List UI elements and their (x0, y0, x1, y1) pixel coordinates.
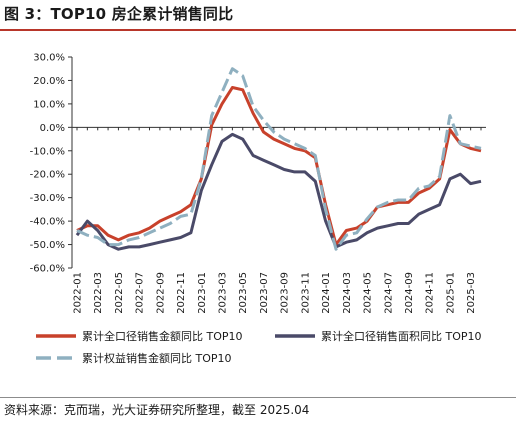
x-tick-label: 2022-11 (176, 272, 187, 314)
y-tick-label: -10.0% (30, 146, 65, 157)
x-tick-label: 2022-03 (93, 272, 104, 314)
y-tick-label: 10.0% (33, 99, 65, 110)
x-tick-label: 2022-07 (135, 272, 146, 314)
series-line-3 (76, 67, 482, 251)
x-tick-label: 2022-05 (114, 272, 125, 314)
x-tick-label: 2024-03 (342, 272, 353, 314)
x-tick-label: 2023-07 (259, 272, 270, 314)
y-tick-label: -30.0% (30, 193, 65, 204)
y-tick-label: 20.0% (33, 76, 65, 87)
series-line-2 (75, 132, 482, 251)
y-tick-label: -20.0% (30, 170, 65, 181)
y-axis: 30.0% 20.0% 10.0% 0.0% -10.0% -20.0% -30.0% -40… (30, 53, 73, 275)
x-tick-label: 2022-09 (155, 272, 166, 314)
source-note: 资料来源：克而瑞，光大证券研究所整理，截至 2025.04 (4, 403, 310, 417)
x-tick-label: 2024-05 (363, 272, 374, 314)
series-line-1 (76, 86, 482, 247)
y-tick-label: -60.0% (30, 264, 65, 275)
x-tick-label: 2023-11 (300, 272, 311, 314)
series-layer (75, 67, 482, 251)
x-tick-label: 2025-03 (466, 272, 477, 314)
x-tick-label: 2022-01 (73, 272, 84, 314)
x-tick-label: 2024-01 (321, 272, 332, 314)
x-tick-label: 2023-03 (218, 272, 229, 314)
x-tick-label: 2023-09 (280, 272, 291, 314)
y-tick-label: 30.0% (33, 53, 65, 64)
x-tick-label: 2023-05 (238, 272, 249, 314)
y-tick-label: 0.0% (40, 123, 65, 134)
legend-label-3: 累计权益销售金额同比 TOP10 (82, 351, 232, 365)
x-tick-label: 2024-07 (383, 272, 394, 314)
y-tick-label: -40.0% (30, 217, 65, 228)
x-tick-label: 2024-11 (425, 272, 436, 314)
legend: 累计全口径销售金额同比 TOP10 累计全口径销售面积同比 TOP10 累计权益销售… (36, 329, 482, 365)
y-tick-label: -50.0% (30, 240, 65, 251)
source-rule (0, 397, 516, 398)
legend-label-1: 累计全口径销售金额同比 TOP10 (82, 329, 243, 343)
x-tick-label: 2024-09 (404, 272, 415, 314)
x-axis: 2022-01 2022-03 2022-05 2022-07 2022-09 2022-… (72, 126, 486, 314)
x-tick-label: 2025-01 (445, 272, 456, 314)
line-chart: 30.0% 20.0% 10.0% 0.0% -10.0% -20.0% -30.0% -40… (30, 53, 486, 365)
title-rule (0, 29, 516, 31)
figure-title: 图 3：TOP10 房企累计销售同比 (4, 5, 234, 23)
x-tick-label: 2023-01 (197, 272, 208, 314)
legend-label-2: 累计全口径销售面积同比 TOP10 (321, 329, 482, 343)
